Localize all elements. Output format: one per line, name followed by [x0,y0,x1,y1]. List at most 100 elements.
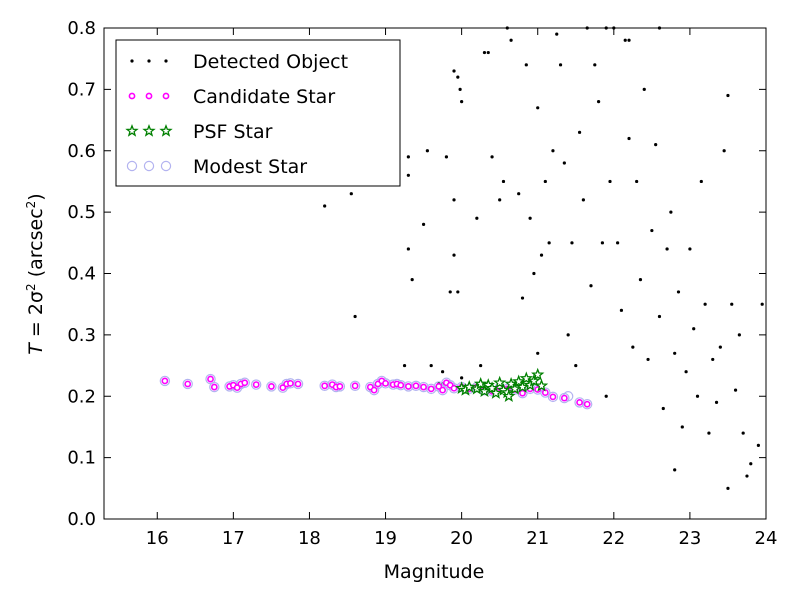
data-point [574,397,585,408]
legend-label: PSF Star [193,121,273,143]
data-point [406,173,410,177]
data-point [547,241,551,245]
data-point [593,63,597,67]
legend-items: Detected Object Candidate Star PSF Star Mod… [125,51,348,178]
data-point [531,367,545,381]
data-point [608,179,612,184]
data-point [532,271,536,276]
data-point [252,381,260,388]
data-point [450,384,458,392]
data-point [558,63,563,67]
data-point [287,379,294,387]
data-point [397,381,405,389]
data-point [323,204,327,208]
series-star [454,367,549,402]
data-point [760,302,764,306]
y-axis-label: T = 2σ2 (arcsec2) [24,193,47,354]
data-point [241,379,249,387]
data-point [657,314,662,319]
data-point [452,253,456,257]
x-tick-label: 18 [298,528,321,549]
legend-marker [162,92,170,100]
y-axis-label-symbol: T [25,342,47,355]
data-point [749,462,753,466]
data-point [207,375,214,383]
data-point [460,100,464,104]
data-point [420,383,427,391]
data-point [349,380,361,392]
data-point [524,63,528,67]
x-tick-label: 17 [222,528,245,549]
data-point [250,379,262,390]
data-point [370,386,378,394]
data-point [703,302,707,306]
data-marks [159,26,764,490]
data-point [756,443,760,447]
data-point [519,389,526,397]
data-point [695,394,700,398]
data-point [336,383,344,390]
data-point [684,370,688,374]
data-point [536,351,540,355]
axis-ticks: 16 17 18 19 20 21 22 23 24 0.0 0.1 0.2 0.3 0.4 0.5 0.6 0… [67,18,777,549]
data-point [502,389,516,402]
data-point [699,179,703,184]
data-point [509,38,513,42]
data-point [676,290,681,294]
y-tick-label: 0.8 [67,18,96,39]
data-point [737,333,741,337]
data-point [452,69,456,73]
data-point [512,374,526,388]
data-point [576,398,583,406]
data-point [547,391,559,403]
data-point [627,136,631,141]
y-tick-label: 0.2 [67,386,96,407]
y-axis-label-close: ) [25,193,47,200]
data-point [473,376,488,390]
legend-entry: Candidate Star [128,86,335,108]
data-point [654,143,658,147]
data-point [412,382,420,390]
y-tick-label: 0.0 [67,509,96,530]
data-point [460,376,464,380]
data-point [623,38,627,42]
data-point [441,370,445,374]
y-axis-label-unit: (arcsec [25,208,47,283]
data-point [486,50,490,55]
data-point [277,382,289,393]
y-tick-label: 0.7 [67,79,96,100]
legend-entry: Modest Star [126,156,307,178]
data-point [382,379,389,387]
data-point [577,130,582,134]
data-point [519,371,534,385]
data-point [456,290,460,294]
data-point [619,308,624,312]
legend-marker [145,92,153,100]
data-point [638,278,643,282]
data-point [209,381,220,393]
data-point [444,155,449,159]
y-axis-label-sup: 2 [24,283,38,291]
data-point [406,247,410,251]
data-point [268,383,275,390]
y-tick-label: 0.3 [67,325,96,346]
data-point [650,228,654,233]
data-point [646,357,650,362]
data-point [233,384,241,392]
data-point [616,241,620,245]
data-point [184,380,192,388]
data-point [353,314,357,319]
data-point [583,400,591,408]
data-point [498,198,502,202]
legend-marker [126,160,138,172]
y-tick-label: 0.5 [67,202,96,223]
data-point [540,387,551,398]
legend-entry: Detected Object [130,51,348,73]
legend-marker [160,160,172,172]
data-point [566,333,570,337]
data-point [574,363,578,368]
data-point [406,155,410,159]
data-point [589,284,593,288]
data-point [492,375,507,389]
